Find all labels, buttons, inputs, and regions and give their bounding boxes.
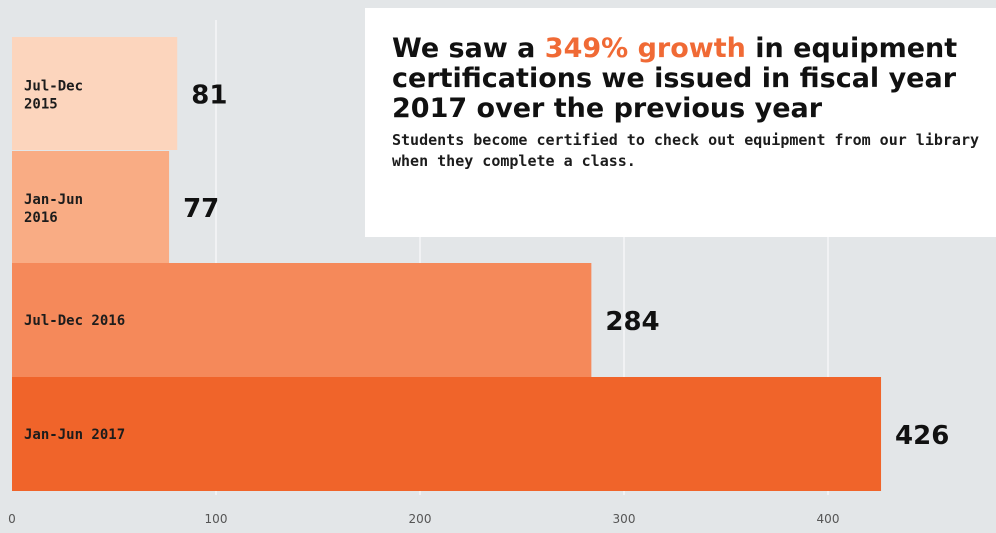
category-label: Jul-Dec 2016 [24,313,125,329]
x-tick-label: 200 [409,512,432,526]
x-tick-label: 0 [8,512,16,526]
value-label: 81 [191,81,227,111]
callout-body: Students become certified to check out e… [392,131,979,170]
headline-highlight: 349% growth [544,33,746,64]
category-label: Jan-Jun 2017 [24,427,125,443]
category-label-line: 2016 [24,210,58,226]
headline-before: We saw a [392,33,545,64]
value-label: 77 [183,194,219,224]
headline-after: in equipment certifications we issued in… [392,33,958,124]
category-label: Jul-Dec 2015 [24,79,83,113]
bar [12,37,178,150]
category-label-line: Jul-Dec [24,79,83,95]
category-labels: Jul-Dec 2015 Jan-Jun 2016 Jul-Dec 2016 Jan-Ju… [24,79,125,444]
category-label-line: Jan-Jun [24,192,83,208]
bar [12,263,592,377]
x-axis-ticks: 0 100 200 300 400 [8,512,839,526]
value-label: 426 [895,421,949,451]
x-tick-label: 400 [817,512,840,526]
value-label: 284 [605,307,659,337]
callout-headline: We saw a 349% growth in equipment certif… [392,34,986,124]
bar [12,151,170,263]
x-tick-label: 300 [613,512,636,526]
category-label: Jan-Jun 2016 [24,192,83,226]
value-labels: 81 77 284 426 [183,81,949,452]
bar [12,377,882,491]
x-tick-label: 100 [205,512,228,526]
callout-box: We saw a 349% growth in equipment certif… [365,8,996,237]
category-label-line: 2015 [24,97,58,113]
bars [12,37,882,491]
